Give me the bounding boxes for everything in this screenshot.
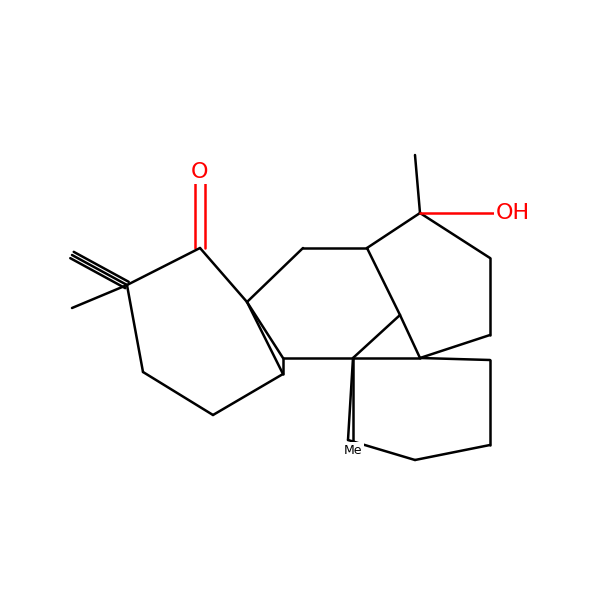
Text: O: O <box>191 162 209 182</box>
Text: Me: Me <box>344 443 362 457</box>
Text: OH: OH <box>496 203 530 223</box>
